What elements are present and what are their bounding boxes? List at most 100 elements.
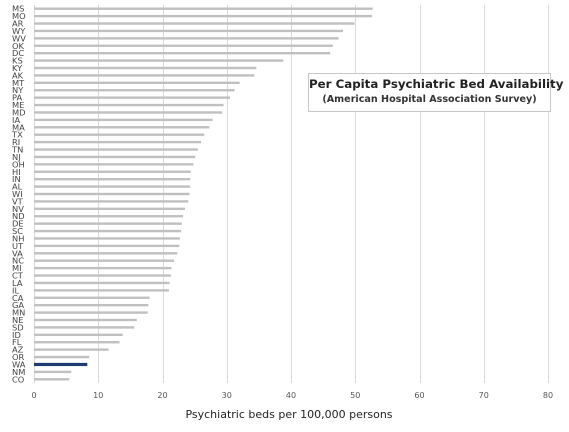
- bar-ga: [34, 303, 149, 307]
- bar-vt: [34, 200, 189, 203]
- x-tick-label: 30: [222, 391, 232, 400]
- bar-mi: [34, 266, 172, 270]
- category-label-tx: TX: [11, 130, 23, 140]
- bar-id: [34, 333, 123, 337]
- category-label-ca: CA: [12, 293, 24, 303]
- bar-ny: [34, 89, 235, 92]
- category-label-la: LA: [12, 278, 23, 288]
- category-label-sd: SD: [12, 322, 24, 332]
- bar-fl: [34, 341, 120, 344]
- category-label-mo: MO: [12, 11, 26, 21]
- bar-me: [34, 103, 224, 107]
- category-label-vt: VT: [12, 196, 24, 206]
- x-tick-label: 40: [286, 391, 296, 400]
- x-tick-label: 50: [350, 391, 360, 400]
- category-label-wi: WI: [12, 189, 23, 199]
- category-label-nj: NJ: [12, 152, 21, 162]
- category-label-ms: MS: [12, 4, 24, 14]
- category-label-nd: ND: [12, 211, 25, 221]
- category-label-wa: WA: [12, 359, 26, 369]
- category-label-nh: NH: [12, 233, 24, 243]
- category-label-oh: OH: [12, 159, 25, 169]
- bar-ca: [34, 296, 150, 299]
- category-label-tn: TN: [11, 145, 23, 155]
- category-label-wy: WY: [12, 26, 26, 36]
- bar-al: [34, 185, 191, 188]
- category-label-ne: NE: [12, 315, 23, 325]
- bar-wv: [34, 37, 339, 40]
- category-label-mt: MT: [12, 78, 25, 88]
- bar-in: [34, 177, 191, 181]
- bar-va: [34, 252, 178, 255]
- bar-nj: [34, 155, 196, 159]
- category-label-nv: NV: [12, 204, 24, 214]
- category-label-in: IN: [12, 174, 21, 184]
- bar-tx: [34, 133, 205, 136]
- category-label-de: DE: [12, 219, 24, 229]
- category-label-ny: NY: [12, 85, 24, 95]
- category-label-ks: KS: [12, 56, 23, 66]
- category-label-wv: WV: [12, 33, 26, 43]
- category-label-dc: DC: [12, 48, 24, 58]
- x-tick-label: 70: [479, 391, 489, 400]
- category-label-id: ID: [12, 330, 21, 340]
- bar-wa: [34, 362, 88, 367]
- category-label-ia: IA: [12, 115, 20, 125]
- x-tick-label: 20: [157, 391, 167, 400]
- bar-tn: [34, 148, 198, 151]
- bar-de: [34, 222, 182, 225]
- category-label-nm: NM: [12, 367, 25, 377]
- category-label-ct: CT: [12, 271, 24, 281]
- bar-ne: [34, 318, 137, 322]
- category-label-pa: PA: [12, 93, 22, 103]
- chart-title: Per Capita Psychiatric Bed Availability: [309, 77, 564, 91]
- category-label-ky: KY: [12, 63, 23, 73]
- bar-ky: [34, 66, 257, 70]
- category-label-ut: UT: [12, 241, 24, 251]
- category-label-il: IL: [12, 285, 19, 295]
- bar-nv: [34, 207, 185, 211]
- category-label-ma: MA: [12, 122, 25, 132]
- bar-il: [34, 289, 169, 292]
- x-tick-label: 10: [93, 391, 103, 400]
- category-label-ar: AR: [12, 19, 24, 29]
- bar-md: [34, 111, 223, 114]
- bar-nm: [34, 370, 72, 374]
- bar-mt: [34, 81, 240, 85]
- bar-mo: [34, 14, 372, 18]
- bar-oh: [34, 163, 194, 166]
- category-label-fl: FL: [12, 337, 22, 347]
- category-label-al: AL: [12, 182, 23, 192]
- category-label-ok: OK: [12, 41, 25, 51]
- x-axis-title: Psychiatric beds per 100,000 persons: [185, 408, 392, 421]
- category-label-hi: HI: [12, 167, 21, 177]
- bar-ar: [34, 22, 355, 25]
- chart-title-box: Per Capita Psychiatric Bed Availability …: [308, 73, 564, 112]
- bar-co: [34, 378, 70, 381]
- bar-az: [34, 348, 109, 351]
- category-label-nc: NC: [12, 256, 24, 266]
- x-tick-labels: 0 10 20 30 40 50 60 70 80: [31, 391, 553, 400]
- bar-sc: [34, 229, 182, 233]
- bar-sd: [34, 326, 135, 329]
- bar-or: [34, 355, 90, 359]
- bar-ri: [34, 140, 202, 144]
- bar-nc: [34, 259, 175, 262]
- bar-wi: [34, 192, 190, 196]
- bar-ok: [34, 44, 333, 47]
- bar-ak: [34, 74, 255, 77]
- category-label-mi: MI: [12, 263, 22, 273]
- category-label-ga: GA: [12, 300, 24, 310]
- bar-la: [34, 281, 170, 285]
- category-labels: MSMOARWYWVOKDCKSKYAKMTNYPAMEMDIAMATXRITN…: [11, 4, 26, 385]
- category-label-me: ME: [12, 100, 24, 110]
- category-label-md: MD: [12, 107, 26, 117]
- bar-nh: [34, 237, 180, 240]
- bar-ia: [34, 118, 213, 122]
- bar-hi: [34, 170, 191, 173]
- x-tick-label: 60: [414, 391, 424, 400]
- category-label-ri: RI: [12, 137, 20, 147]
- x-tick-label: 0: [31, 391, 36, 400]
